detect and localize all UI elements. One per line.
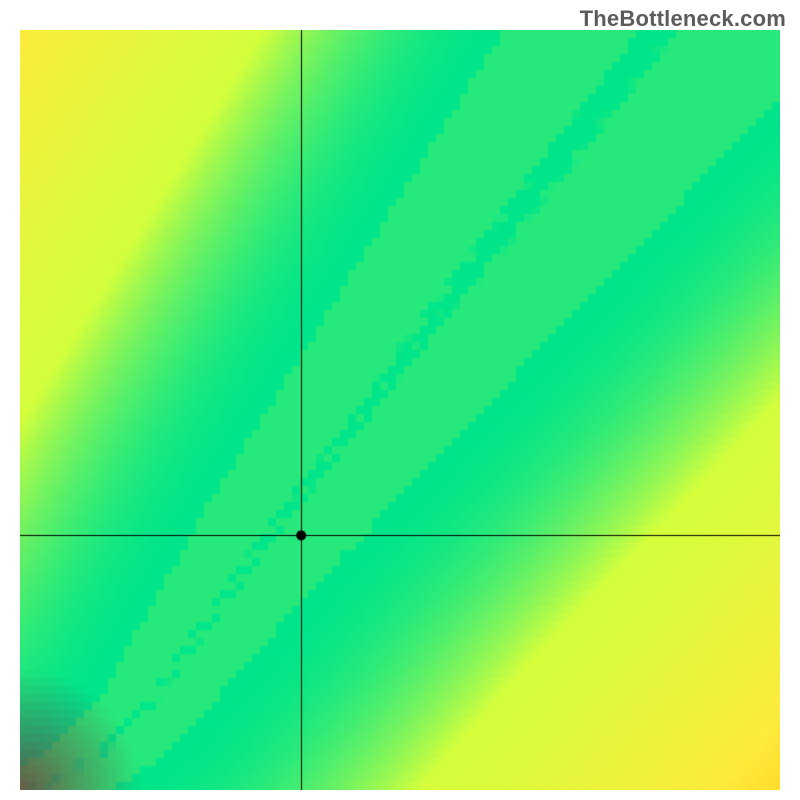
heatmap-canvas: [20, 30, 780, 790]
attribution-label: TheBottleneck.com: [580, 6, 786, 32]
chart-container: TheBottleneck.com: [0, 0, 800, 800]
